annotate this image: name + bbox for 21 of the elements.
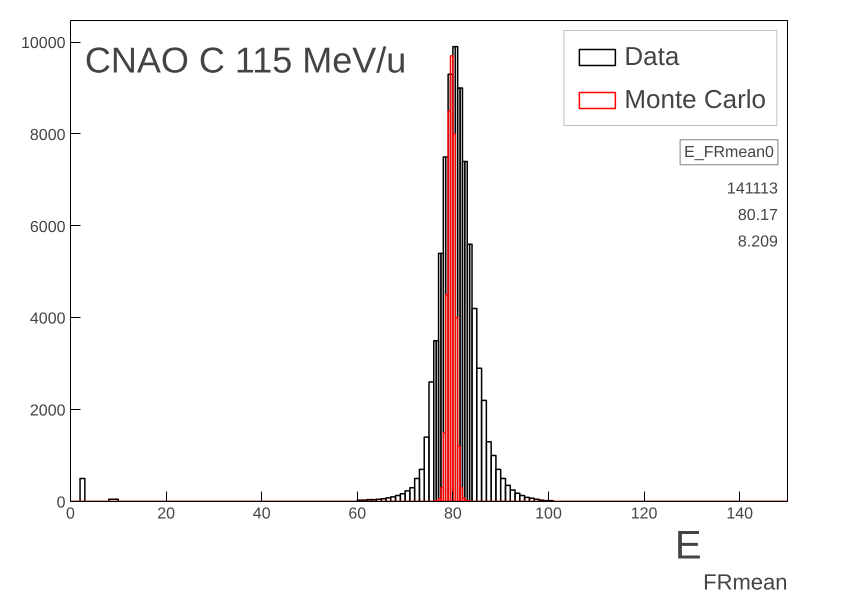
y-tick-label: 10000 [21, 35, 66, 52]
y-tick-label: 8000 [30, 126, 66, 144]
x-tick-label: 20 [157, 506, 176, 522]
y-tick-label: 2000 [30, 402, 66, 420]
text: CNAO C 115 MeV/u [84, 40, 406, 81]
y-tick-label: 6000 [30, 218, 66, 236]
annotation: 8.209 [738, 234, 778, 251]
x-tick-label: 40 [252, 506, 271, 522]
legend-label: Monte Carlo [624, 84, 766, 115]
y-tick-label: 4000 [30, 310, 66, 328]
x-tick-label: 140 [726, 506, 754, 522]
annotation: 80.17 [738, 207, 778, 224]
x-tick-label: 120 [630, 506, 658, 522]
x-axis-title: EFRmean [674, 524, 788, 594]
annotation: E_FRmean0 [684, 144, 774, 161]
x-tick-label: 60 [348, 506, 366, 522]
x-tick-label: 100 [535, 506, 562, 522]
x-tick-label: 80 [444, 506, 462, 522]
y-tick-label: 0 [56, 494, 66, 512]
annotation: 141113 [726, 180, 778, 198]
legend-label: Data [624, 41, 680, 72]
